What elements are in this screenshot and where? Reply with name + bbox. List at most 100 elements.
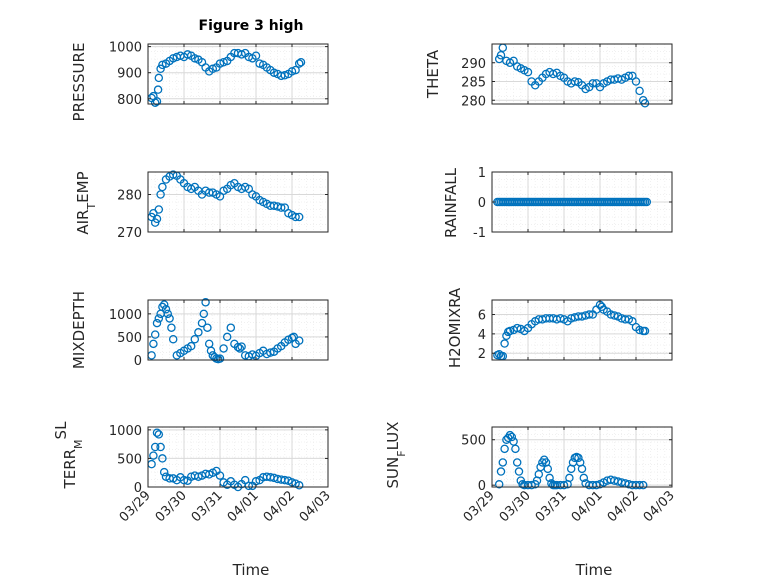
ylabel-terr-msl: TERRMSL: [52, 421, 85, 490]
data-point: [577, 464, 587, 474]
ylabel-theta: THETA: [424, 49, 442, 99]
x-tick-label: 03/31: [189, 488, 226, 525]
data-point: [280, 475, 290, 485]
y-tick-label: 500: [117, 452, 142, 467]
data-point: [635, 86, 644, 96]
data-point: [631, 77, 641, 86]
data-point: [559, 480, 569, 490]
data-point: [237, 50, 246, 59]
data-point: [219, 58, 228, 67]
data-point: [152, 318, 162, 328]
data-point: [294, 212, 304, 222]
y-tick-label: 4: [478, 328, 486, 343]
data-point: [159, 467, 169, 477]
data-point: [150, 98, 160, 107]
data-point: [206, 346, 216, 356]
figure-title: Figure 3 high: [199, 18, 304, 34]
data-point: [291, 65, 300, 75]
data-point: [523, 67, 533, 77]
data-point: [237, 342, 246, 351]
axes-box: [147, 43, 329, 105]
axes-box: [147, 426, 329, 488]
data-point: [635, 325, 644, 335]
y-tick-label: 1000: [109, 424, 142, 439]
data-point: [158, 454, 167, 463]
data-point: [153, 85, 163, 94]
data-point: [179, 475, 189, 485]
x-tick-label: 03/30: [153, 488, 190, 525]
y-tick-label: 290: [461, 57, 486, 72]
axes-box: [491, 299, 673, 361]
data-point: [287, 67, 297, 76]
x-tick-label: 04/01: [225, 488, 262, 525]
data-point: [500, 444, 509, 454]
data-point: [215, 471, 225, 480]
y-tick-label: 1: [478, 166, 486, 181]
data-point: [496, 51, 506, 60]
data-point: [168, 334, 178, 344]
data-point: [150, 442, 160, 452]
x-tick-label: 03/30: [497, 488, 534, 525]
y-tick-label: 900: [117, 67, 142, 82]
data-point: [642, 197, 652, 207]
y-tick-label: 800: [117, 93, 142, 108]
data-point: [296, 58, 306, 67]
data-point: [588, 79, 598, 88]
data-point: [165, 314, 174, 323]
data-point: [161, 304, 171, 314]
data-point: [156, 442, 165, 452]
data-point: [624, 71, 634, 81]
data-point: [152, 214, 162, 224]
data-point: [159, 300, 169, 309]
data-point: [149, 339, 158, 349]
data-point: [168, 54, 178, 63]
axes-box: [147, 299, 329, 361]
data-point: [244, 481, 254, 491]
data-point: [584, 310, 594, 319]
ylabel-mixdepth: MIXDEPTH: [70, 291, 88, 369]
data-point: [233, 342, 243, 352]
y-tick-label: 0: [478, 196, 486, 211]
y-tick-label: 270: [117, 226, 142, 241]
y-tick-label: 1000: [109, 308, 142, 323]
data-point: [215, 59, 225, 68]
data-point: [197, 318, 207, 328]
data-point: [149, 451, 158, 460]
y-tick-label: 2: [478, 347, 486, 362]
data-point: [545, 473, 554, 483]
data-point: [167, 323, 176, 332]
data-point: [500, 339, 509, 348]
data-point: [514, 467, 524, 476]
data-point: [219, 344, 228, 353]
data-point: [498, 458, 508, 467]
data-point: [512, 458, 522, 467]
data-point: [255, 59, 264, 68]
data-point: [505, 326, 515, 336]
data-point: [186, 341, 196, 351]
data-point: [266, 348, 275, 357]
data-point: [294, 336, 304, 345]
data-point: [168, 170, 178, 179]
data-point: [190, 334, 200, 344]
ylabel-h2omixra: H2OMIXRA: [446, 287, 464, 368]
subplot-mixdepth: 0 500 1000: [109, 298, 329, 369]
subplot-rainfall: -1 0 1: [473, 166, 673, 241]
x-tick-label: 04/02: [605, 488, 642, 525]
data-point: [291, 212, 300, 222]
data-point: [154, 73, 164, 83]
data-point: [158, 182, 167, 192]
data-point: [199, 309, 209, 319]
subplot-theta: 280 285 290: [461, 43, 673, 109]
data-point: [543, 464, 553, 474]
ylabel-rainfall: RAINFALL: [442, 167, 460, 238]
data-point: [294, 481, 304, 490]
subplot-pressure: 800 900 1000: [109, 41, 329, 108]
x-tick-label: 04/03: [297, 488, 334, 525]
ylabel-air-temp: AIRTEMP: [74, 171, 98, 234]
axes-box: [491, 426, 673, 488]
data-point: [156, 64, 165, 74]
subplot-h2omixra: 2 4 6: [478, 299, 673, 362]
